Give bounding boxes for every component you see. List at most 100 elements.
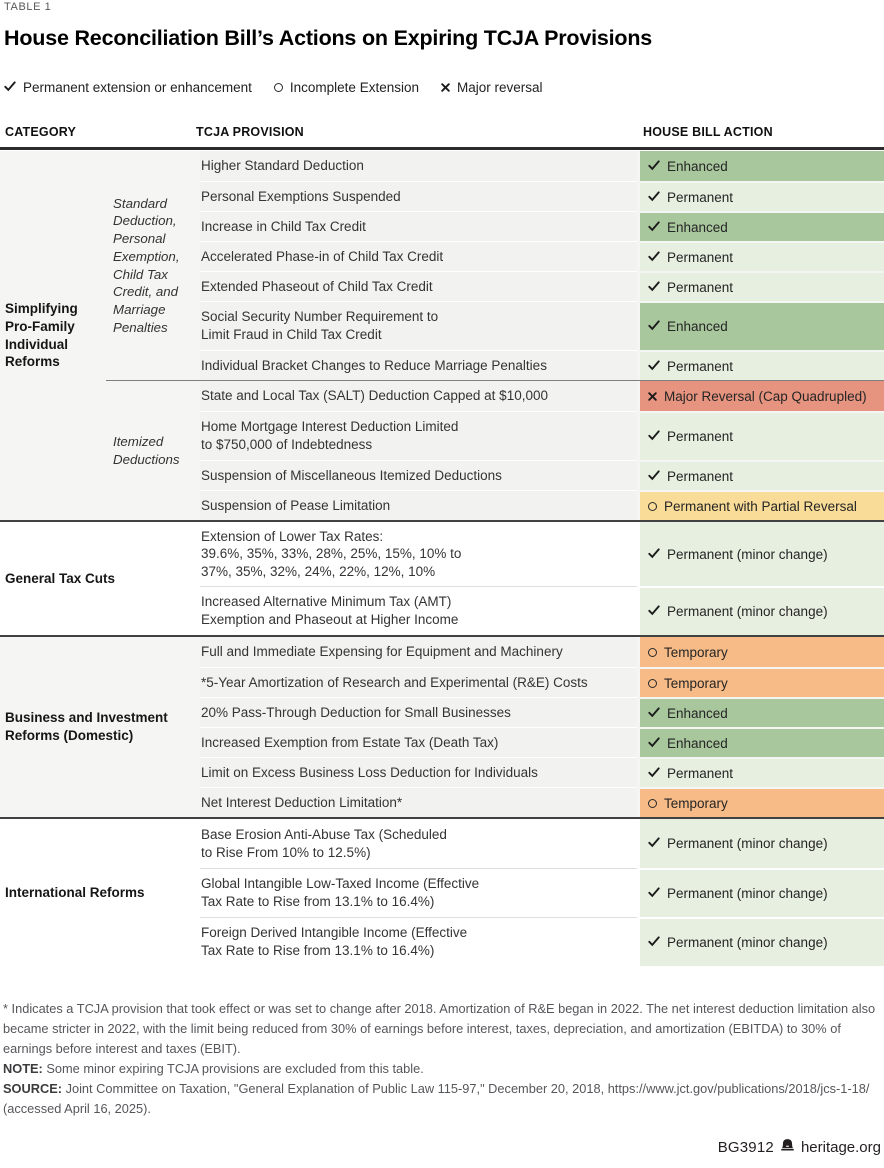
check-icon (648, 190, 660, 205)
table-row: Increased Alternative Minimum Tax (AMT) … (200, 586, 884, 635)
action-label: Permanent (667, 249, 734, 265)
action-cell: Permanent (640, 181, 884, 211)
provision-cell: Base Erosion Anti-Abuse Tax (Scheduled t… (201, 826, 447, 860)
check-icon (648, 886, 660, 901)
table-row: 20% Pass-Through Deduction for Small Bus… (200, 697, 884, 727)
provision-cell: Increase in Child Tax Credit (200, 211, 637, 241)
provision-cell: Extension of Lower Tax Rates: 39.6%, 35%… (201, 528, 462, 579)
legend-label: Incomplete Extension (289, 80, 419, 95)
table-row: Increase in Child Tax Credit Enhanced (200, 211, 884, 241)
action-label: Permanent (minor change) (667, 604, 828, 619)
legend-circle-icon (273, 83, 283, 92)
check-icon (648, 547, 660, 562)
source-text: Joint Committee on Taxation, "General Ex… (3, 1081, 870, 1116)
action-label: Temporary (664, 644, 728, 660)
x-icon (648, 389, 657, 404)
table-header-row: CATEGORY TCJA PROVISION HOUSE BILL ACTIO… (0, 125, 884, 139)
table-row: Personal Exemptions Suspended Permanent (200, 181, 884, 211)
action-cell: Temporary (640, 667, 884, 697)
provision-cell: Net Interest Deduction Limitation* (200, 787, 637, 817)
check-icon (648, 159, 660, 174)
table-row: Suspension of Pease Limitation Permanent … (200, 490, 884, 520)
action-label: Enhanced (667, 319, 728, 334)
liberty-bell-icon (780, 1138, 795, 1157)
check-icon (648, 736, 660, 751)
check-icon (648, 836, 660, 851)
column-header-provision: TCJA PROVISION (196, 125, 304, 139)
subgroup: Standard Deduction, Personal Exemption, … (106, 151, 884, 380)
table-row: State and Local Tax (SALT) Deduction Cap… (200, 381, 884, 411)
asterisk-footnote: * Indicates a TCJA provision that took e… (3, 1001, 876, 1056)
action-cell: Enhanced (640, 211, 884, 241)
category-cell: Simplifying Pro-Family Individual Reform… (5, 300, 78, 370)
table-row: Individual Bracket Changes to Reduce Mar… (200, 350, 884, 380)
table-row: Increased Exemption from Estate Tax (Dea… (200, 727, 884, 757)
provision-cell: Higher Standard Deduction (200, 151, 637, 181)
header-rule (0, 147, 884, 150)
page-title: House Reconciliation Bill’s Actions on E… (4, 26, 653, 50)
incomplete-circle-icon (648, 647, 657, 657)
subgroup: Base Erosion Anti-Abuse Tax (Scheduled t… (200, 819, 884, 966)
check-icon (648, 766, 660, 781)
subcategory-cell: Standard Deduction, Personal Exemption, … (113, 195, 180, 335)
note-footnote: NOTE: Some minor expiring TCJA provision… (3, 1059, 881, 1079)
subgroup: Full and Immediate Expensing for Equipme… (200, 637, 884, 817)
provision-cell: Increased Alternative Minimum Tax (AMT) … (200, 586, 637, 635)
action-cell: Enhanced (640, 727, 884, 757)
provision-cell: *5-Year Amortization of Research and Exp… (200, 667, 637, 697)
action-cell: Permanent (640, 411, 884, 460)
section-1: General Tax Cuts Extension of Lower Tax R… (0, 520, 884, 635)
table-row: Social Security Number Requirement to Li… (200, 301, 884, 350)
provision-cell: Social Security Number Requirement to Li… (200, 301, 637, 350)
provision-cell: 20% Pass-Through Deduction for Small Bus… (200, 697, 637, 727)
provision-cell: Suspension of Pease Limitation (200, 490, 637, 520)
action-cell: Permanent (640, 241, 884, 271)
action-label: Permanent (minor change) (667, 935, 828, 950)
table-row: Global Intangible Low-Taxed Income (Effe… (200, 868, 884, 917)
footnotes: * Indicates a TCJA provision that took e… (3, 999, 881, 1119)
check-icon (648, 250, 660, 265)
source-label: SOURCE: (3, 1081, 63, 1096)
action-cell: Permanent (640, 757, 884, 787)
provision-cell: Suspension of Miscellaneous Itemized Ded… (200, 460, 637, 490)
column-header-category: CATEGORY (5, 125, 77, 139)
check-icon (648, 319, 660, 334)
report-id: BG3912 (717, 1139, 774, 1156)
action-cell: Major Reversal (Cap Quadrupled) (640, 381, 884, 411)
check-icon (648, 359, 660, 374)
legend-x-icon (441, 80, 450, 95)
column-header-action: HOUSE BILL ACTION (643, 125, 773, 139)
incomplete-circle-icon (648, 501, 657, 511)
action-label: Permanent (667, 429, 734, 444)
provision-cell: Foreign Derived Intangible Income (Effec… (200, 917, 637, 966)
action-label: Permanent (667, 765, 734, 781)
incomplete-circle-icon (648, 798, 657, 808)
action-label: Temporary (664, 675, 728, 691)
provision-cell: Individual Bracket Changes to Reduce Mar… (200, 350, 637, 380)
category-cell: International Reforms (5, 884, 145, 900)
source-footnote: SOURCE: Joint Committee on Taxation, "Ge… (3, 1079, 881, 1119)
action-cell: Permanent (640, 460, 884, 490)
site-link[interactable]: heritage.org (800, 1139, 881, 1156)
provisions-table: Simplifying Pro-Family Individual Reform… (0, 151, 884, 966)
action-cell: Temporary (640, 637, 884, 667)
legend-item-circle: Incomplete Extension (273, 80, 419, 95)
action-cell: Permanent (640, 350, 884, 380)
action-label: Permanent (667, 189, 734, 205)
action-cell: Permanent (minor change) (640, 586, 884, 635)
action-cell: Permanent (minor change) (640, 522, 884, 586)
table-row: Net Interest Deduction Limitation* Tempor… (200, 787, 884, 817)
provision-cell: Home Mortgage Interest Deduction Limited… (200, 411, 637, 460)
table-row: *5-Year Amortization of Research and Exp… (200, 667, 884, 697)
table-row: Foreign Derived Intangible Income (Effec… (200, 917, 884, 966)
category-cell: General Tax Cuts (5, 570, 116, 586)
action-label: Permanent (667, 358, 734, 374)
section-3: International Reforms Base Erosion Anti-A… (0, 817, 884, 966)
provision-cell: Limit on Excess Business Loss Deduction … (200, 757, 637, 787)
check-icon (648, 935, 660, 950)
table-row: Limit on Excess Business Loss Deduction … (200, 757, 884, 787)
action-label: Permanent (minor change) (667, 886, 828, 901)
provision-cell: Extended Phaseout of Child Tax Credit (200, 271, 637, 301)
check-icon (648, 429, 660, 444)
action-label: Permanent (minor change) (667, 836, 828, 851)
